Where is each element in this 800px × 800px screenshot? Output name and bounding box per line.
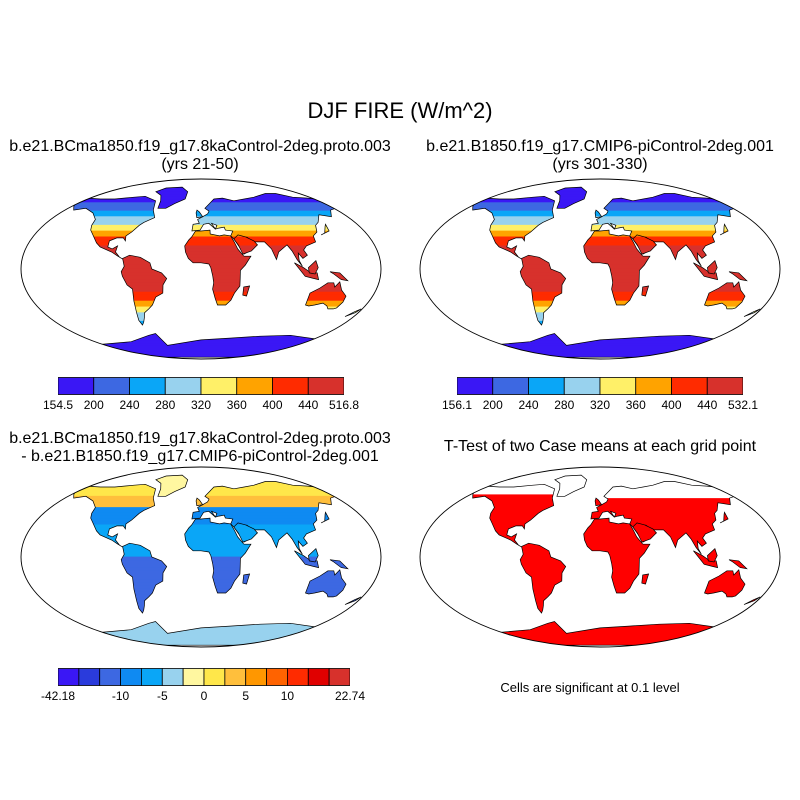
colorbar-case2-box-4 [599,377,637,395]
map-diff-land [71,474,362,646]
colorbar-diff-tick-label: -42.18 [40,689,76,703]
map-ttest [419,466,781,648]
map-ttest-land-britain [595,498,602,506]
map-ttest-land-madagascar [641,574,649,585]
colorbar-case1-tick-label: 320 [190,398,212,412]
panel-title-case2-line2: (yrs 301-330) [552,156,648,173]
colorbar-case2-tick-label: 156.1 [441,398,473,412]
map-case1-frame [20,178,382,360]
colorbar-case1-tick-label: 200 [83,398,104,412]
panel-title-ttest: T-Test of two Case means at each grid po… [400,438,800,456]
colorbar-case1-box-1 [93,377,130,395]
map-diff [20,466,382,648]
colorbar-case2-tick-label: 240 [518,398,539,412]
map-case2 [419,178,781,360]
colorbar-case2-tick-label: 440 [697,398,718,412]
colorbar-case2-tick-label: 280 [554,398,575,412]
colorbar-case2-tick-label: 532.1 [727,398,759,412]
colorbar-case2-box-1 [492,377,529,395]
map-diff-frame [20,466,382,648]
colorbar-diff-box-7 [203,668,226,686]
map-ttest-land-borneo [707,548,718,562]
map-case2-land [470,186,761,358]
map-case1-land [71,186,362,358]
colorbar-case2-box-6 [671,377,708,395]
colorbar-case1-box-2 [129,377,166,395]
colorbar-case2-box-7 [706,377,743,395]
colorbar-diff-ticks: -42.18 -10 -5 0 5 10 22.74 [41,689,365,705]
colorbar-case2-box-5 [635,377,672,395]
colorbar-diff-box-8 [224,668,247,686]
colorbar-case1-tick-label: 516.8 [328,398,360,412]
panel-title-case1: b.e21.BCma1850.f19_g17.8kaControl-2deg.p… [0,138,400,174]
colorbar-case2-tick-label: 200 [482,398,503,412]
map-ttest-frame [419,466,781,648]
colorbar-case1-tick-label: 440 [298,398,319,412]
figure-title: DJF FIRE (W/m^2) [307,98,493,123]
colorbar-diff-box-9 [245,668,267,686]
map-case2-frame [419,178,781,360]
panel-title-case1-line1: b.e21.BCma1850.f19_g17.8kaControl-2deg.p… [9,138,391,155]
colorbar-case1-tick-label: 240 [119,398,140,412]
colorbar-case2-tick-label: 400 [661,398,682,412]
panel-title-ttest-line1: T-Test of two Case means at each grid po… [443,438,757,455]
panel-title-case2: b.e21.B1850.f19_g17.CMIP6-piControl-2deg… [400,138,800,174]
colorbar-case1-box-4 [200,377,238,395]
panel-title-diff-line1: b.e21.BCma1850.f19_g17.8kaControl-2deg.p… [9,430,391,447]
colorbar-case1-tick-label: 154.5 [42,398,74,412]
colorbar-diff-box-12 [307,668,330,686]
colorbar-case1 [58,377,344,395]
panel-title-diff: b.e21.BCma1850.f19_g17.8kaControl-2deg.p… [0,430,400,466]
colorbar-case1-ticks: 154.5 200 240 280 320 360 400 440 516.8 [43,398,359,414]
colorbar-case1-box-3 [164,377,202,395]
colorbar-diff-box-13 [328,668,350,686]
colorbar-case2-ticks: 156.1 200 240 280 320 360 400 440 532.1 [442,398,758,414]
colorbar-case2-tick-label: 320 [589,398,611,412]
colorbar-case1-tick-label: 280 [155,398,176,412]
colorbar-diff-tick-label: 10 [280,689,295,703]
colorbar-case1-box-7 [307,377,344,395]
colorbar-diff-box-4 [141,668,163,686]
colorbar-diff-box-3 [120,668,142,686]
colorbar-case2-box-0 [457,377,494,395]
colorbar-diff-box-0 [58,668,80,686]
panel-title-diff-line2: - b.e21.B1850.f19_g17.CMIP6-piControl-2d… [21,448,379,465]
colorbar-case2-box-2 [528,377,565,395]
colorbar-case1-tick-label: 400 [262,398,283,412]
colorbar-diff-tick-label: -10 [111,689,130,703]
significance-note: Cells are significant at 0.1 level [500,680,680,695]
panel-title-case1-line2: (yrs 21-50) [161,156,239,173]
map-ttest-land-newguinea [729,559,747,569]
map-case1 [20,178,382,360]
colorbar-diff-tick-label: 5 [242,689,250,703]
colorbar-case2-box-3 [563,377,601,395]
colorbar-diff-tick-label: -5 [156,689,168,703]
colorbar-diff-box-6 [182,668,205,686]
colorbar-diff-box-1 [78,668,101,686]
colorbar-diff-tick-label: 22.74 [334,689,366,703]
colorbar-case2-tick-label: 360 [625,398,646,412]
colorbar-diff-box-11 [287,668,309,686]
colorbar-diff-box-5 [161,668,184,686]
colorbar-case1-box-5 [236,377,273,395]
map-case1-land-africa [184,230,251,305]
colorbar-diff-box-10 [266,668,288,686]
colorbar-diff-tick-label: 0 [200,689,208,703]
colorbar-diff-box-2 [99,668,121,686]
colorbar-case2 [457,377,743,395]
colorbar-diff [58,668,350,686]
colorbar-case1-tick-label: 360 [226,398,247,412]
colorbar-case1-box-6 [272,377,309,395]
panel-title-case2-line1: b.e21.B1850.f19_g17.CMIP6-piControl-2deg… [426,138,774,155]
colorbar-case1-box-0 [58,377,95,395]
